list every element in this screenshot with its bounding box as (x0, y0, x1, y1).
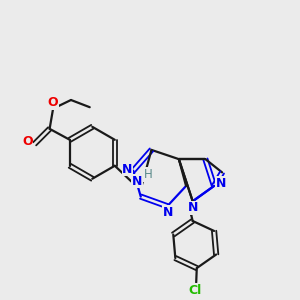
Text: N: N (216, 177, 226, 190)
Text: N: N (122, 163, 133, 176)
Text: N: N (163, 206, 173, 219)
Text: Cl: Cl (189, 284, 202, 297)
Text: N: N (131, 175, 142, 188)
Text: O: O (48, 96, 58, 110)
Text: O: O (22, 135, 33, 148)
Text: H: H (144, 168, 153, 181)
Text: N: N (188, 201, 199, 214)
